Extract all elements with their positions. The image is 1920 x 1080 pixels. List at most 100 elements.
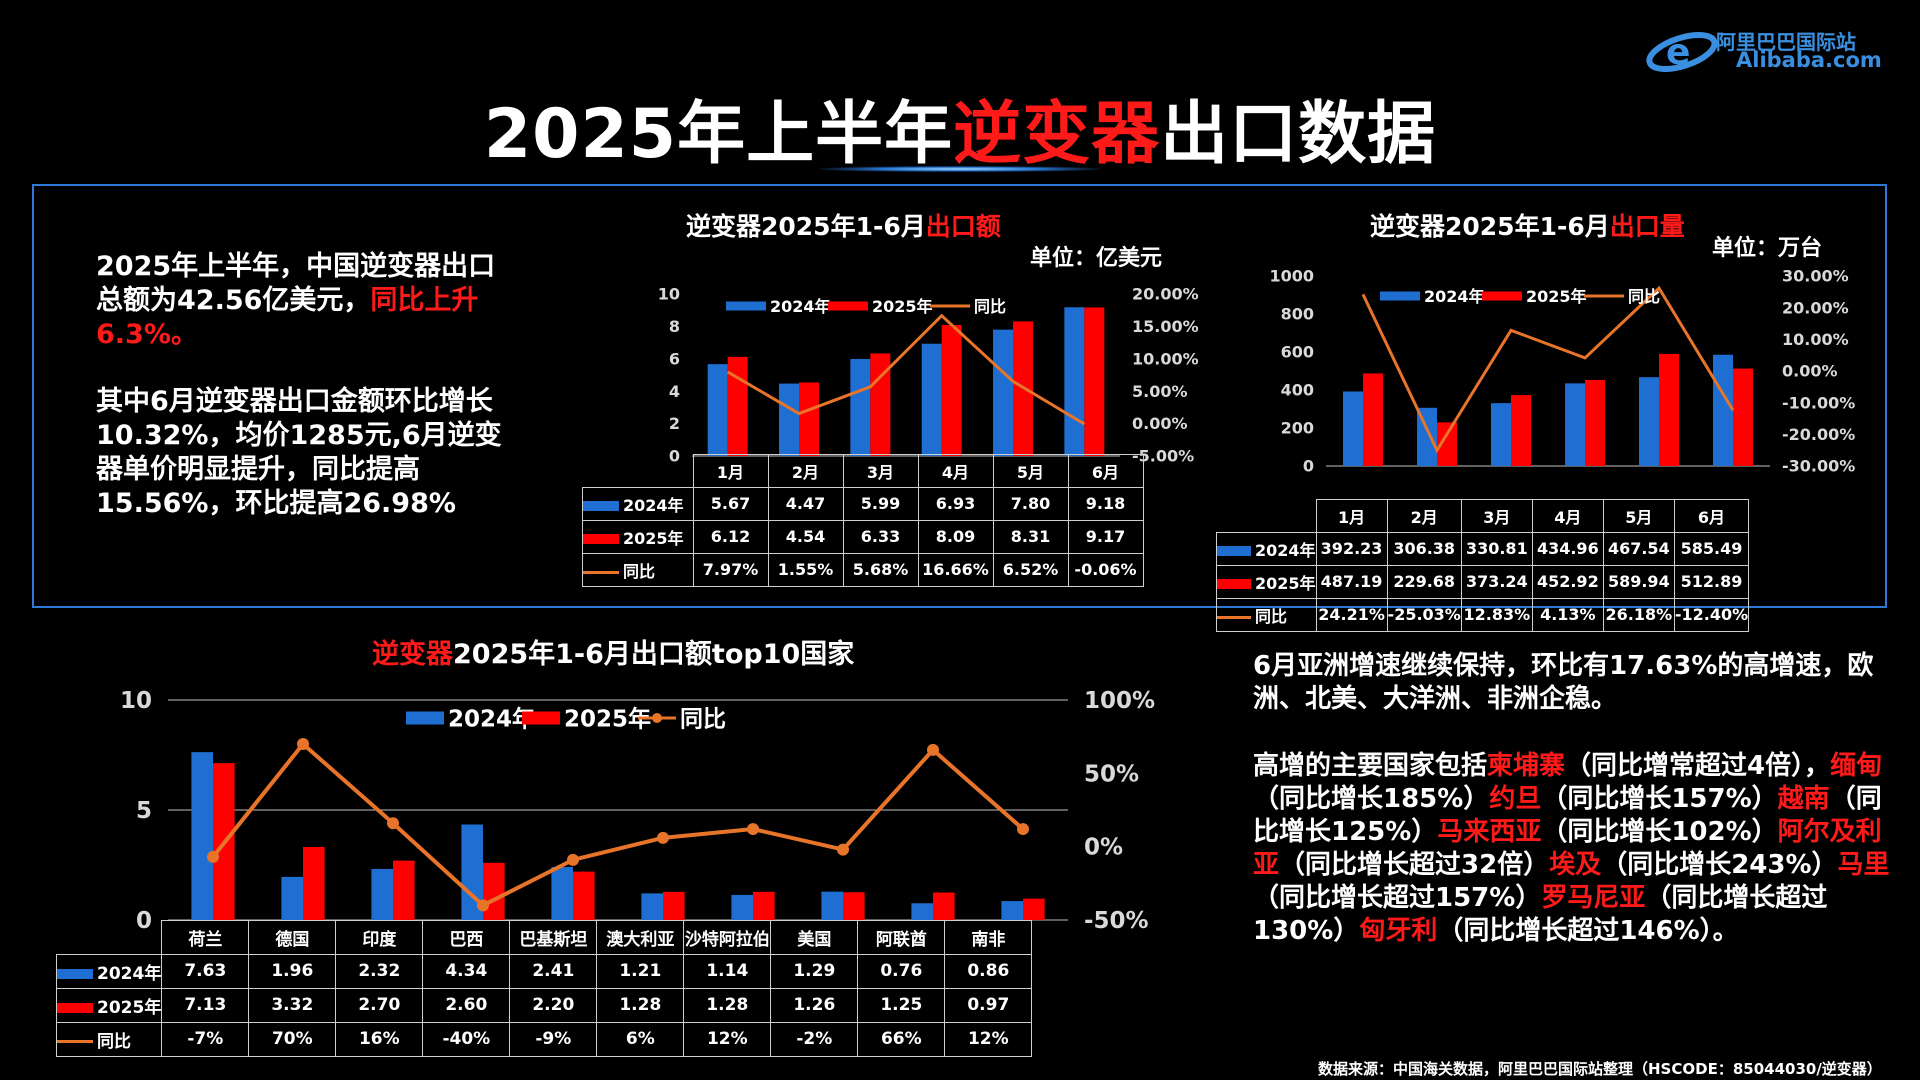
- series-name: 2025年: [1255, 573, 1316, 593]
- table-row-label: 同比: [55, 1021, 163, 1057]
- y2-tick-label: -30.00%: [1782, 457, 1855, 476]
- table-cell: 229.68: [1386, 564, 1462, 599]
- chart-value-table: 1月 2月 3月 4月 5月 6月 2024年 5.67 4.47 5.99 6.93 7.80 9.1…: [582, 454, 1144, 587]
- analysis-text: 高增的主要国家包括: [1253, 751, 1488, 781]
- table-header-cell: 4月: [1531, 499, 1604, 533]
- y-tick-label: 400: [1281, 381, 1314, 400]
- chart-value-plot: 0 2 4 6 8 10 20.00% 15.00% 10.00% 5.00% 0.00% -5.00…: [658, 285, 1199, 466]
- table-cell: 452.92: [1531, 564, 1604, 599]
- country-name: 越南: [1777, 784, 1830, 814]
- y-tick-label: 4: [669, 382, 680, 401]
- table-cell: -7%: [161, 1021, 250, 1057]
- bar-2025: [1585, 379, 1605, 466]
- legend-key: [1217, 615, 1251, 619]
- analysis-text: （同比增长243%）: [1601, 850, 1838, 880]
- table-cell: 1.14: [683, 953, 772, 989]
- chart-value-title: 逆变器2025年1-6月出口额: [686, 212, 1001, 241]
- analysis-text: （同比增长185%）: [1253, 784, 1490, 814]
- chart-top10-table: 荷兰 德国 印度 巴西 巴基斯坦 澳大利亚 沙特阿拉伯 美国 阿联酋 南非 2024年 7.63 1.9…: [55, 920, 1033, 1057]
- legend-key: [1217, 546, 1251, 556]
- table-header-cell: 2月: [767, 454, 844, 488]
- bar-2025: [483, 862, 505, 920]
- chart-top10-title: 逆变器2025年1-6月出口额top10国家: [372, 639, 855, 670]
- table-cell: -9%: [509, 1021, 598, 1057]
- bar-2024: [1001, 901, 1023, 920]
- table-cell: 487.19: [1315, 564, 1388, 599]
- analysis-text: （同比增常超过4倍），: [1565, 751, 1831, 781]
- yoy-point: [837, 843, 849, 856]
- analysis-text: （同比增长125%）: [1253, 784, 1882, 847]
- legend-key: [57, 968, 93, 979]
- table-cell: 0.97: [944, 987, 1033, 1023]
- bar-2025: [1733, 368, 1753, 466]
- yoy-point: [747, 823, 759, 836]
- legend-label: 2024年: [448, 705, 535, 732]
- yoy-point: [1017, 823, 1029, 836]
- bar-2025: [843, 892, 865, 920]
- bar-2025: [1084, 307, 1105, 456]
- table-cell: 7.80: [992, 486, 1069, 521]
- table-cell: 5.67: [692, 486, 769, 521]
- legend-swatch-2025: [828, 301, 868, 311]
- table-cell: 6.52%: [992, 552, 1069, 587]
- bar-2024: [551, 866, 573, 920]
- y2-tick-label: 100%: [1084, 688, 1155, 714]
- bar-2024: [850, 358, 871, 456]
- bar-2024: [1491, 403, 1511, 466]
- logo-text-en: Alibaba.com: [1736, 48, 1882, 72]
- legend-label: 2025年: [564, 705, 651, 732]
- legend-label: 2025年: [872, 297, 933, 316]
- chart-volume-plot: 0 200 400 600 800 1000 30.00% 20.00% 10.00% 0.00%…: [1270, 267, 1855, 476]
- table-cell: -40%: [422, 1021, 511, 1057]
- y-tick-label: 2: [669, 414, 680, 433]
- summary-paragraph-1: 2025年上半年，中国逆变器出口总额为42.56亿美元，同比上升6.3%。: [96, 251, 496, 350]
- series-name: 2025年: [623, 528, 684, 548]
- table-row-label: 同比: [1216, 597, 1317, 632]
- bar-2024: [707, 364, 728, 456]
- y2-tick-label: 15.00%: [1132, 317, 1199, 336]
- y-tick-label: 10: [120, 688, 152, 714]
- y2-tick-label: 50%: [1084, 761, 1139, 787]
- country-name: 马里: [1837, 850, 1890, 880]
- bar-2024: [191, 752, 213, 920]
- country-name: 约旦: [1489, 784, 1542, 814]
- y-tick-label: 1000: [1270, 267, 1314, 286]
- bar-2025: [1023, 898, 1045, 920]
- table-cell: 467.54: [1602, 531, 1675, 566]
- yoy-point: [657, 831, 669, 844]
- y2-tick-label: 0.00%: [1132, 414, 1188, 433]
- table-cell: 6.93: [917, 486, 994, 521]
- table-cell: 7.13: [161, 987, 250, 1023]
- table-header-cell: 德国: [248, 920, 337, 955]
- table-cell: 1.26: [770, 987, 859, 1023]
- table-row: 2024年 5.67 4.47 5.99 6.93 7.80 9.18: [582, 486, 1144, 521]
- table-cell: 4.47: [767, 486, 844, 521]
- table-cell: -25.03%: [1386, 597, 1462, 632]
- chart-volume-title: 逆变器2025年1-6月出口量: [1370, 212, 1685, 241]
- y2-tick-label: -50%: [1084, 908, 1149, 930]
- table-header-cell: 巴基斯坦: [509, 920, 598, 955]
- yoy-line: [211, 741, 1025, 908]
- summary-paragraph-2: 其中6月逆变器出口金额环比增长10.32%，均价1285元,6月逆变器单价明显提…: [96, 386, 502, 519]
- table-cell: 1.25: [857, 987, 946, 1023]
- table-header-cell: 5月: [992, 454, 1069, 488]
- legend-swatch-2024: [406, 711, 444, 725]
- bar-2025: [753, 891, 775, 920]
- table-cell: 12%: [683, 1021, 772, 1057]
- country-name: 柬埔寨: [1487, 751, 1566, 781]
- y2-tick-label: -10.00%: [1782, 393, 1855, 412]
- table-header-cell: 1月: [692, 454, 769, 488]
- y-tick-label: 8: [669, 317, 680, 336]
- table-corner: [1217, 500, 1317, 533]
- legend-swatch-2024: [1380, 291, 1420, 301]
- top-panel: [32, 184, 1887, 608]
- y-tick-label: 10: [658, 285, 680, 304]
- yoy-point: [207, 850, 219, 863]
- table-row-label: 2024年: [55, 953, 163, 989]
- table-cell: 2.70: [335, 987, 424, 1023]
- bar-2025: [1437, 422, 1457, 466]
- y2-tick-label: 5.00%: [1132, 382, 1188, 401]
- bar-2024: [1064, 307, 1085, 456]
- table-row-label: 2025年: [1216, 564, 1317, 599]
- table-cell: 4.54: [767, 519, 844, 554]
